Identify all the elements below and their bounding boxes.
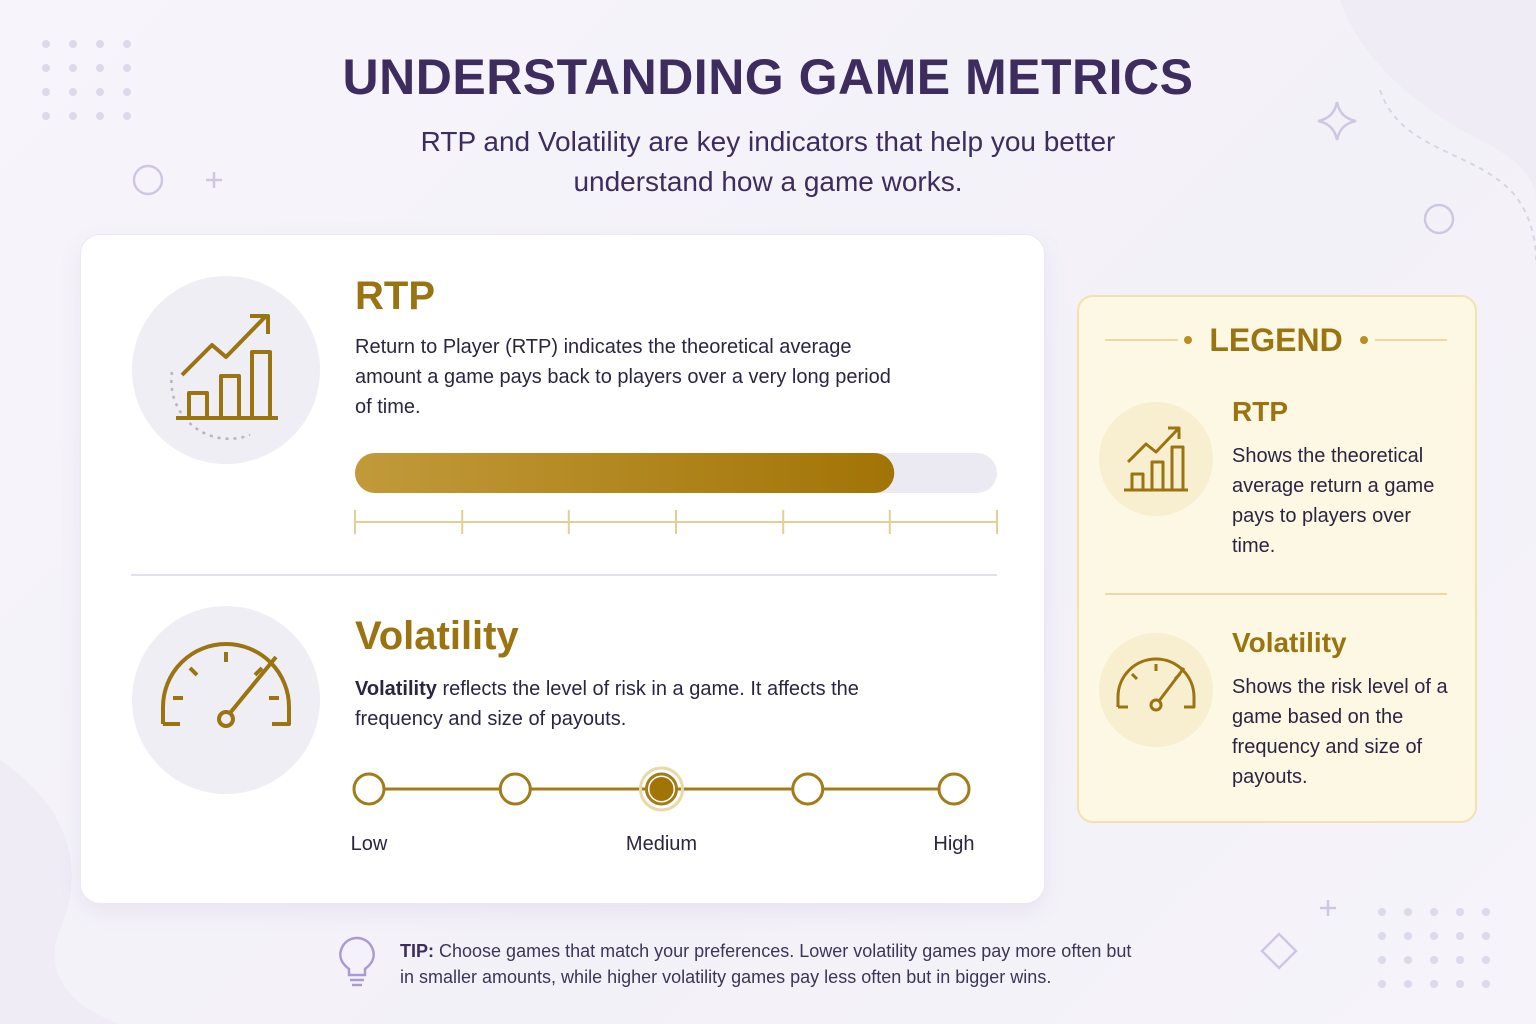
volatility-title: Volatility [355,614,519,658]
tip-icon [339,936,375,987]
bar-fill [355,453,895,493]
rtp-description: Return to Player (RTP) indicates the the… [355,336,891,418]
volatility-description: Volatility reflects the level of risk in… [355,674,925,734]
step-label: Medium [626,833,697,855]
step-label: High [933,833,974,855]
step-label: Low [351,833,388,855]
legend-title: LEGEND [1209,322,1343,358]
tip-label: TIP: [400,941,434,961]
step-dot [649,777,674,801]
legend-item-description: Shows the risk level of a game based on … [1232,676,1448,788]
step [498,772,532,806]
step [352,772,386,806]
volatility-text: reflects the level of risk in a game. It… [355,678,859,730]
legend-item-description: Shows the theoretical average return a g… [1232,445,1435,557]
step [791,772,825,806]
title: UNDERSTANDING GAME METRICS [342,49,1194,105]
tip: TIP: Choose games that match your prefer… [400,938,1140,990]
legend-item-title: Volatility [1232,627,1347,658]
legend-item-title: RTP [1232,396,1288,427]
step [937,772,971,806]
step-ring [639,766,684,812]
tip-text: Choose games that match your preferences… [400,941,1132,987]
subtitle: RTP and Volatility are key indicators th… [420,126,1116,197]
rtp-title: RTP [355,274,435,318]
volatility-lead: Volatility [355,678,437,700]
